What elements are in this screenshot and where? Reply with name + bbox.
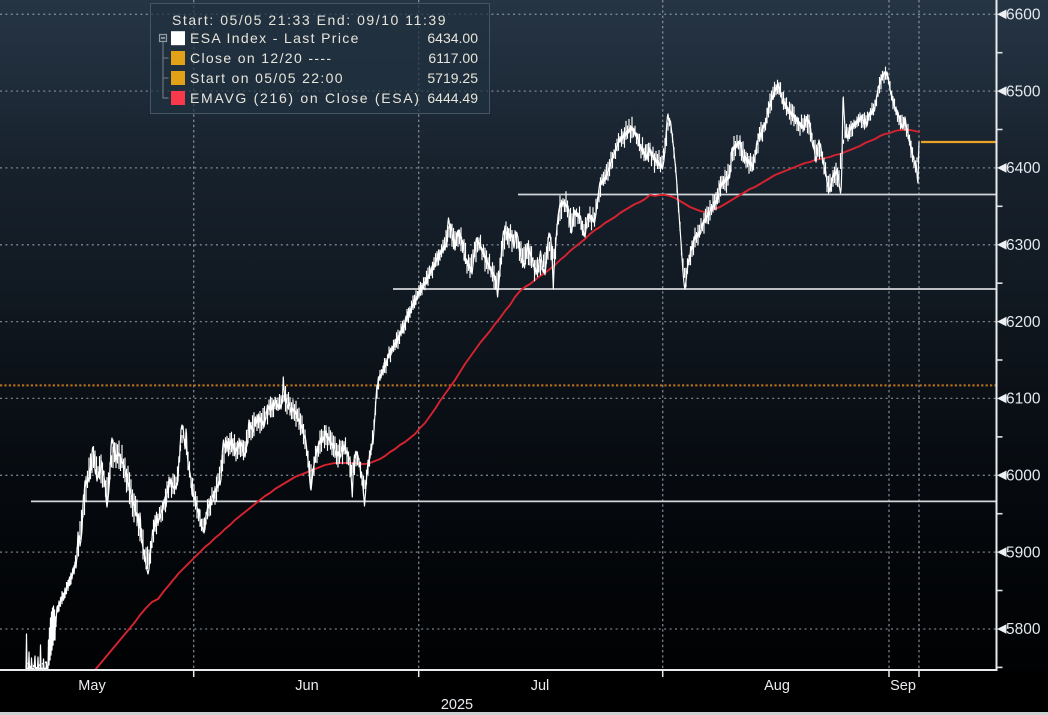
svg-text:May: May: [78, 678, 106, 694]
svg-text:2025: 2025: [441, 697, 473, 713]
svg-text:6500: 6500: [1006, 83, 1041, 100]
svg-text:6400: 6400: [1006, 160, 1041, 177]
svg-text:ESA Index - Last Price: ESA Index - Last Price: [190, 30, 360, 46]
svg-text:6117.00: 6117.00: [428, 50, 478, 66]
svg-text:5900: 5900: [1006, 544, 1041, 561]
svg-text:6100: 6100: [1006, 391, 1041, 408]
svg-text:Jul: Jul: [531, 678, 550, 694]
svg-text:Close on 12/20 ----: Close on 12/20 ----: [190, 50, 332, 66]
svg-text:Start: 05/05 21:33 End: 09/10: Start: 05/05 21:33 End: 09/10 11:39: [172, 12, 447, 28]
svg-text:Start on 05/05 22:00: Start on 05/05 22:00: [190, 70, 344, 86]
svg-text:6600: 6600: [1006, 7, 1041, 24]
svg-text:6200: 6200: [1006, 314, 1041, 331]
svg-text:5800: 5800: [1006, 621, 1041, 638]
svg-text:6444.49: 6444.49: [427, 90, 478, 106]
svg-text:Sep: Sep: [890, 678, 916, 694]
svg-text:6000: 6000: [1006, 468, 1041, 485]
svg-text:6434.00: 6434.00: [427, 30, 478, 46]
svg-text:5719.25: 5719.25: [427, 70, 478, 86]
svg-text:6300: 6300: [1006, 237, 1041, 254]
svg-text:EMAVG (216) on Close (ESA): EMAVG (216) on Close (ESA): [190, 90, 421, 106]
svg-text:Aug: Aug: [764, 678, 790, 694]
svg-text:Jun: Jun: [295, 678, 318, 694]
